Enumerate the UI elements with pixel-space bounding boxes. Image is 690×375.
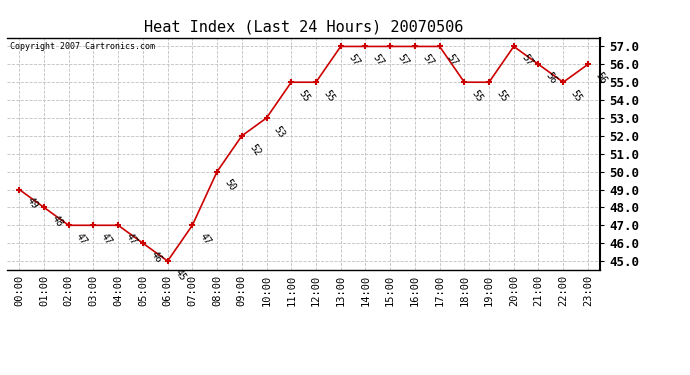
Text: 55: 55	[569, 88, 584, 104]
Text: 46: 46	[148, 249, 164, 265]
Text: 56: 56	[593, 70, 609, 86]
Text: 57: 57	[395, 53, 411, 68]
Text: 53: 53	[272, 124, 287, 140]
Text: 57: 57	[520, 53, 534, 68]
Title: Heat Index (Last 24 Hours) 20070506: Heat Index (Last 24 Hours) 20070506	[144, 20, 463, 35]
Text: 52: 52	[247, 142, 262, 157]
Text: Copyright 2007 Cartronics.com: Copyright 2007 Cartronics.com	[10, 42, 155, 51]
Text: 55: 55	[495, 88, 509, 104]
Text: 57: 57	[371, 53, 386, 68]
Text: 47: 47	[75, 231, 89, 247]
Text: 50: 50	[223, 178, 237, 193]
Text: 49: 49	[25, 196, 40, 211]
Text: 47: 47	[99, 231, 114, 247]
Text: 55: 55	[297, 88, 312, 104]
Text: 55: 55	[470, 88, 485, 104]
Text: 47: 47	[198, 231, 213, 247]
Text: 45: 45	[173, 267, 188, 282]
Text: 56: 56	[544, 70, 559, 86]
Text: 47: 47	[124, 231, 139, 247]
Text: 57: 57	[445, 53, 460, 68]
Text: 48: 48	[50, 213, 64, 229]
Text: 57: 57	[346, 53, 361, 68]
Text: 55: 55	[322, 88, 337, 104]
Text: 57: 57	[420, 53, 435, 68]
